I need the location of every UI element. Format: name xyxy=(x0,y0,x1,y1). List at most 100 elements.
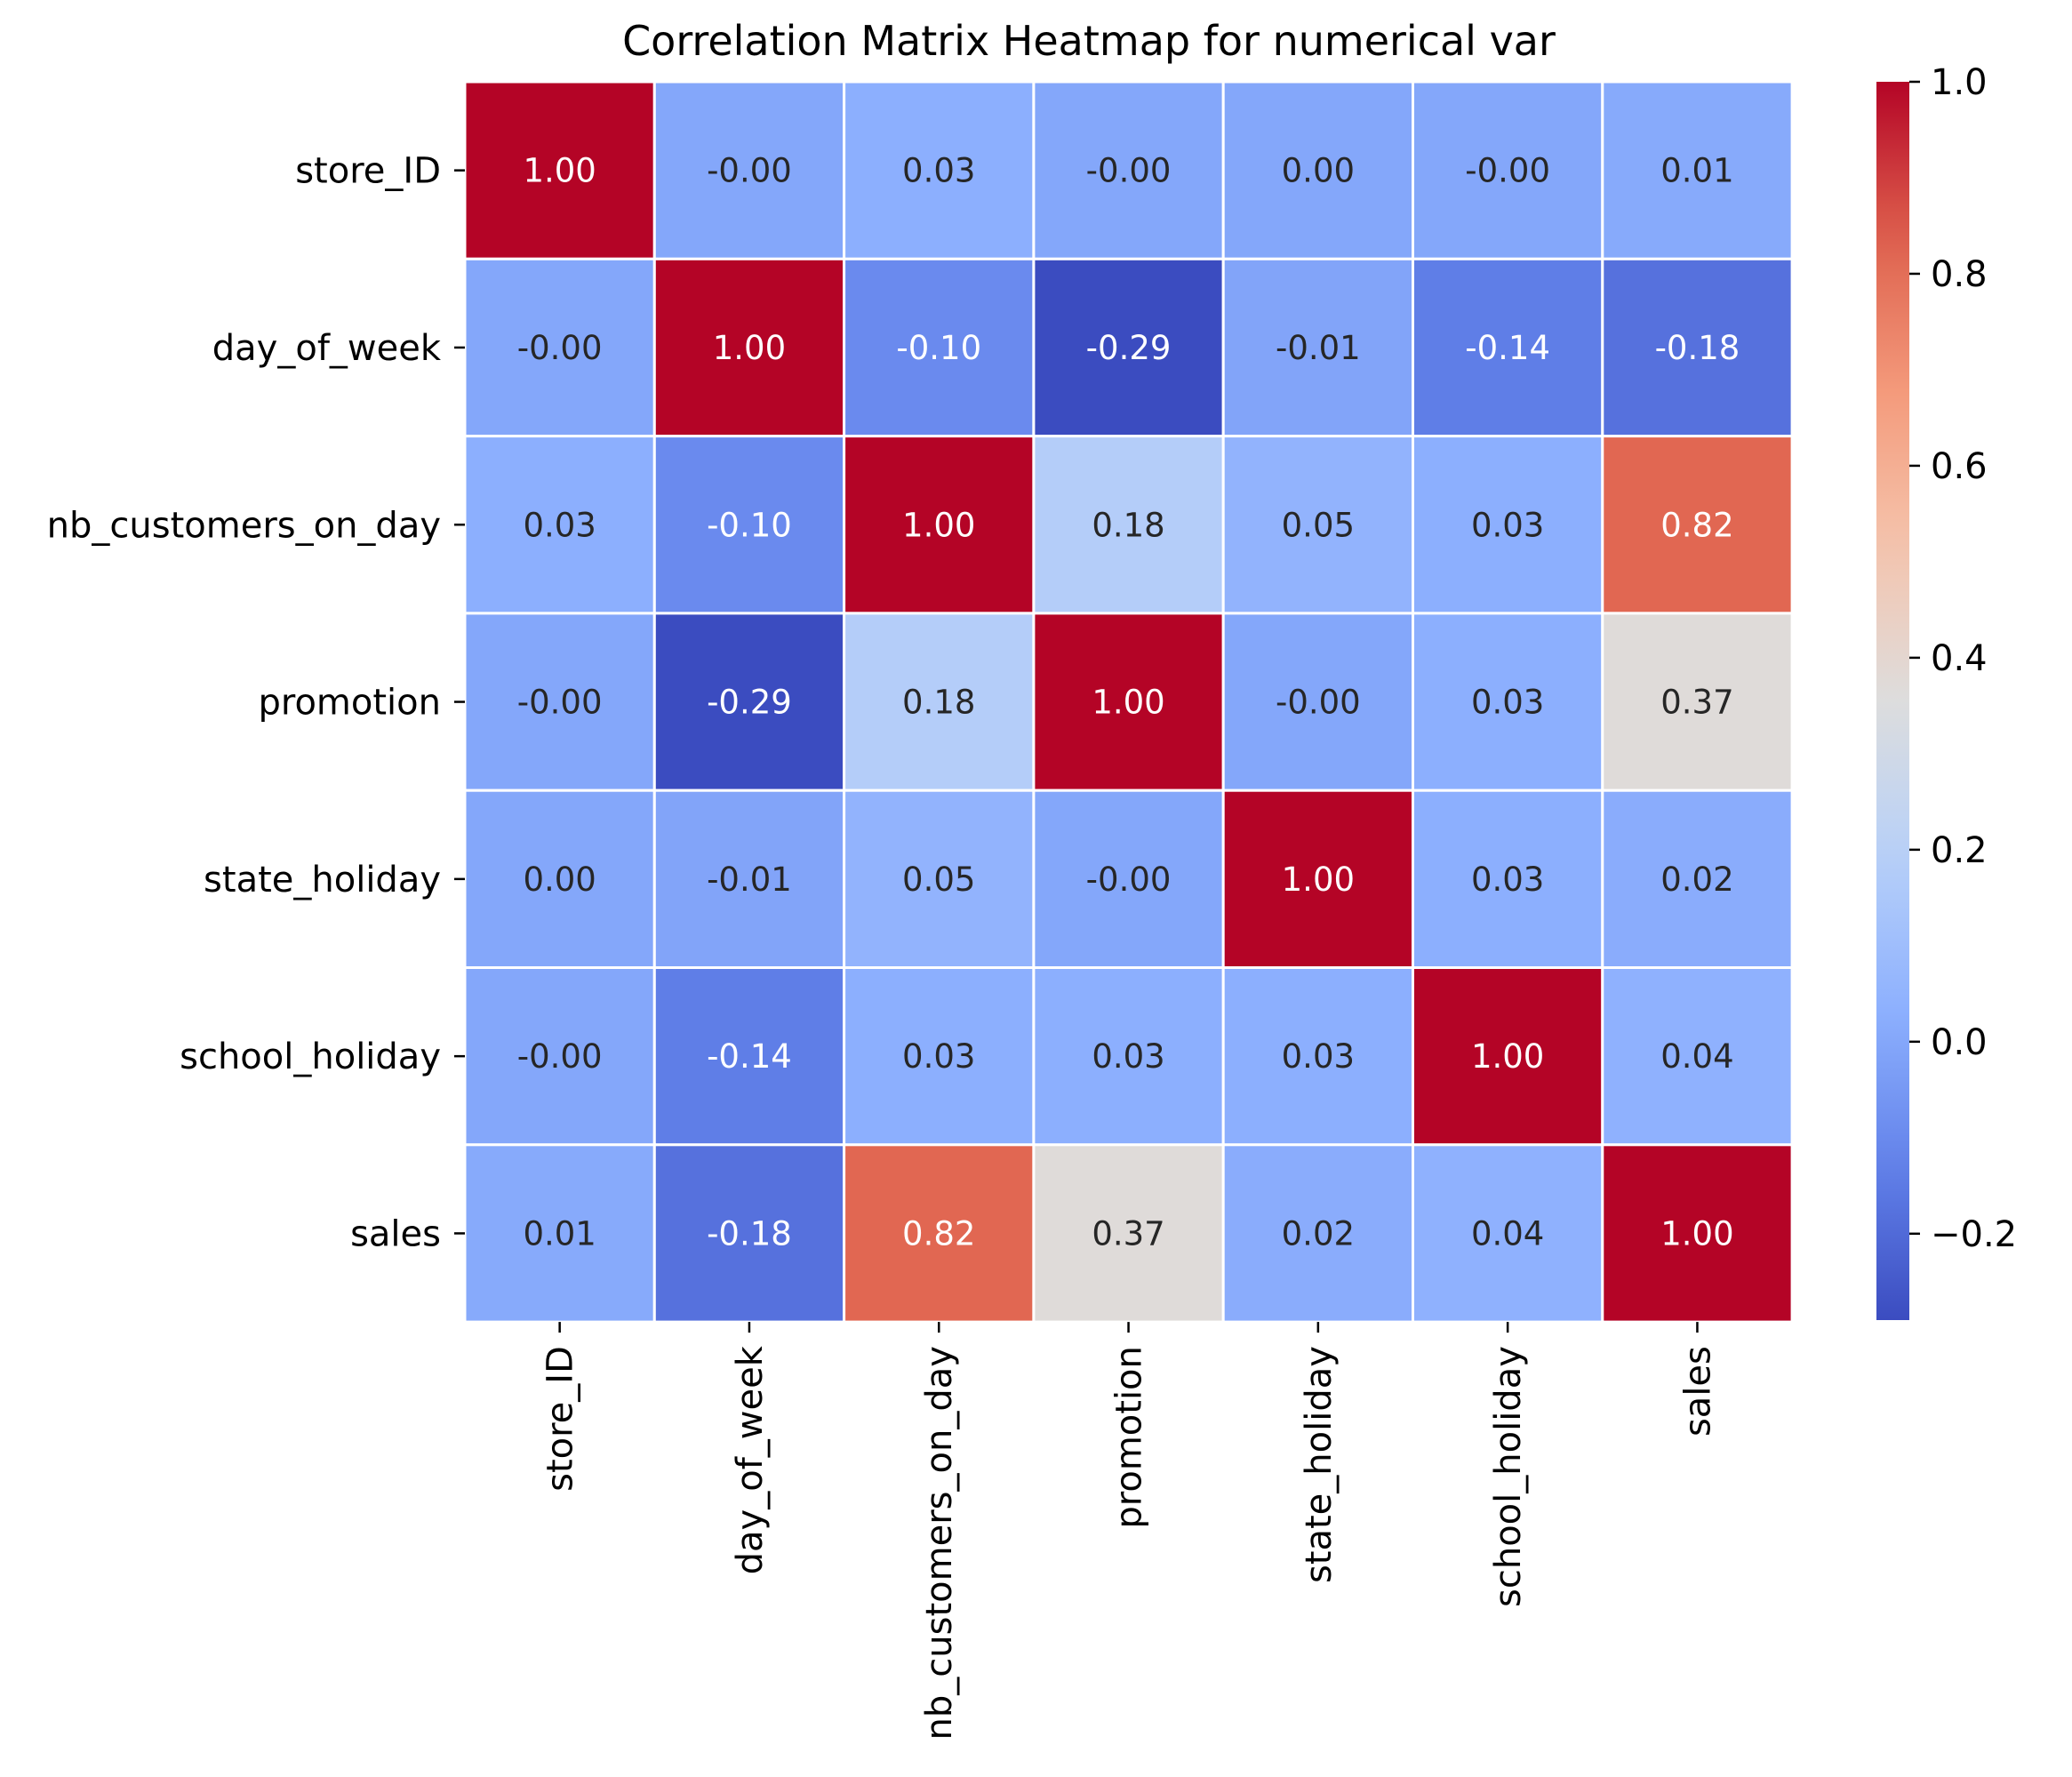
cell-value-label: 0.01 xyxy=(523,1214,596,1253)
heatmap-cell xyxy=(652,435,846,615)
cell-value-label: -0.14 xyxy=(707,1037,792,1076)
heatmap-cell xyxy=(1601,612,1794,792)
cell-value-label: 0.03 xyxy=(1471,506,1544,544)
heatmap-cell xyxy=(1221,257,1414,438)
cell-value-label: 1.00 xyxy=(523,152,596,190)
cell-value-label: 0.18 xyxy=(1092,506,1164,544)
cell-value-label: 1.00 xyxy=(902,506,975,544)
colorbar-gradient xyxy=(1876,82,1909,1320)
x-tick-label: day_of_week xyxy=(730,1345,771,1574)
colorbar: 1.0 0.8 0.6 0.4 0.2 0.0 −0.2 xyxy=(1876,62,2017,1320)
heatmap-cell xyxy=(843,788,1036,970)
heatmap-cell xyxy=(843,966,1036,1147)
x-tick-label: nb_customers_on_day xyxy=(919,1346,960,1740)
cell-value-label: -0.18 xyxy=(1655,329,1740,367)
x-tick-label: store_ID xyxy=(540,1346,581,1492)
heatmap-cell xyxy=(463,1143,656,1324)
cell-value-label: 0.00 xyxy=(523,860,596,899)
heatmap-cell xyxy=(1412,435,1604,615)
cell-value-label: 0.03 xyxy=(1471,860,1544,899)
heatmap-cell xyxy=(652,80,846,260)
cell-value-label: -0.14 xyxy=(1465,329,1550,367)
cell-value-label: -0.00 xyxy=(707,152,792,190)
heatmap-cell xyxy=(843,257,1036,438)
heatmap-cell xyxy=(1601,435,1794,615)
heatmap-cell xyxy=(843,1143,1036,1324)
y-tick-label: promotion xyxy=(259,683,442,724)
heatmap-cell xyxy=(1221,1143,1414,1324)
cell-value-label: 0.02 xyxy=(1282,1214,1355,1253)
colorbar-tick-label: 0.0 xyxy=(1931,1022,1988,1063)
heatmap-cell xyxy=(463,80,656,260)
x-tick-label: state_holiday xyxy=(1299,1346,1340,1583)
heatmap-cell xyxy=(1032,966,1225,1147)
y-tick-label: nb_customers_on_day xyxy=(47,505,441,546)
heatmap-cell xyxy=(843,80,1036,260)
cell-value-label: -0.18 xyxy=(707,1214,792,1253)
colorbar-tick-label: 0.8 xyxy=(1931,254,1988,295)
cell-value-label: -0.10 xyxy=(707,506,792,544)
cell-value-label: 0.82 xyxy=(1660,506,1733,544)
cell-value-label: 0.18 xyxy=(902,684,975,722)
colorbar-tick-label: 0.2 xyxy=(1931,830,1988,871)
cell-value-label: 1.00 xyxy=(1471,1037,1544,1076)
y-tick-label: store_ID xyxy=(295,151,441,192)
y-axis: store_ID day_of_week nb_customers_on_daypr… xyxy=(47,151,465,1254)
heatmap-cell xyxy=(463,612,656,792)
cell-value-label: 0.05 xyxy=(902,860,975,899)
cell-value-label: 0.04 xyxy=(1660,1037,1733,1076)
x-tick-label: school_holiday xyxy=(1488,1346,1529,1607)
heatmap-cell xyxy=(1032,435,1225,615)
cell-value-label: 1.00 xyxy=(713,329,786,367)
y-tick-label: sales xyxy=(350,1213,441,1254)
heatmap-cell xyxy=(1601,257,1794,438)
heatmap-cell xyxy=(1412,1143,1604,1324)
heatmap-cell xyxy=(1601,966,1794,1147)
cell-value-label: 0.00 xyxy=(1282,152,1355,190)
heatmap-cell xyxy=(1601,1143,1794,1324)
cell-value-label: 0.82 xyxy=(902,1214,975,1253)
colorbar-tick-label: 1.0 xyxy=(1931,62,1988,103)
cell-value-label: 0.05 xyxy=(1282,506,1355,544)
y-tick-label: state_holiday xyxy=(204,860,441,901)
cell-value-label: -0.00 xyxy=(1086,152,1172,190)
cell-value-label: 0.03 xyxy=(1092,1037,1164,1076)
cell-value-label: -0.01 xyxy=(1276,329,1361,367)
cell-value-label: 0.03 xyxy=(523,506,596,544)
cell-value-label: 0.03 xyxy=(902,152,975,190)
cell-value-label: 0.03 xyxy=(902,1037,975,1076)
cell-value-label: -0.00 xyxy=(1086,860,1172,899)
cell-value-label: -0.29 xyxy=(707,684,792,722)
y-tick-label: school_holiday xyxy=(180,1037,441,1077)
cell-value-label: -0.00 xyxy=(1465,152,1550,190)
cell-value-label: 0.04 xyxy=(1471,1214,1544,1253)
cell-value-label: 0.01 xyxy=(1660,152,1733,190)
heatmap-cell xyxy=(1032,1143,1225,1324)
cell-value-label: 0.37 xyxy=(1660,684,1733,722)
heatmap-cell xyxy=(463,966,656,1147)
cell-value-label: -0.00 xyxy=(517,1037,603,1076)
heatmap-cell-labels: 1.00 -0.00 0.03 -0.00 0.00 -0.00 0.01 -0.00 1.00… xyxy=(517,152,1740,1253)
colorbar-tick-label: −0.2 xyxy=(1931,1214,2017,1255)
cell-value-label: 0.02 xyxy=(1660,860,1733,899)
x-axis: store_ID day_of_week nb_customers_on_day pr… xyxy=(540,1322,1718,1740)
cell-value-label: -0.00 xyxy=(1276,684,1361,722)
heatmap-cell xyxy=(463,788,656,970)
cell-value-label: -0.01 xyxy=(707,860,792,899)
x-tick-label: promotion xyxy=(1109,1346,1150,1529)
cell-value-label: 0.03 xyxy=(1471,684,1544,722)
cell-value-label: 0.37 xyxy=(1092,1214,1164,1253)
heatmap-cell xyxy=(1032,612,1225,792)
colorbar-tick-label: 0.6 xyxy=(1931,446,1988,487)
cell-value-label: -0.10 xyxy=(896,329,981,367)
cell-value-label: 1.00 xyxy=(1660,1214,1733,1253)
cell-value-label: 1.00 xyxy=(1282,860,1355,899)
heatmap-cell xyxy=(652,966,846,1147)
heatmap-cell xyxy=(1412,80,1604,260)
cell-value-label: 0.03 xyxy=(1282,1037,1355,1076)
cell-value-label: -0.29 xyxy=(1086,329,1172,367)
cell-value-label: -0.00 xyxy=(517,329,603,367)
heatmap-cells xyxy=(463,80,1794,1324)
chart-title: Correlation Matrix Heatmap for numerical… xyxy=(622,17,1556,65)
